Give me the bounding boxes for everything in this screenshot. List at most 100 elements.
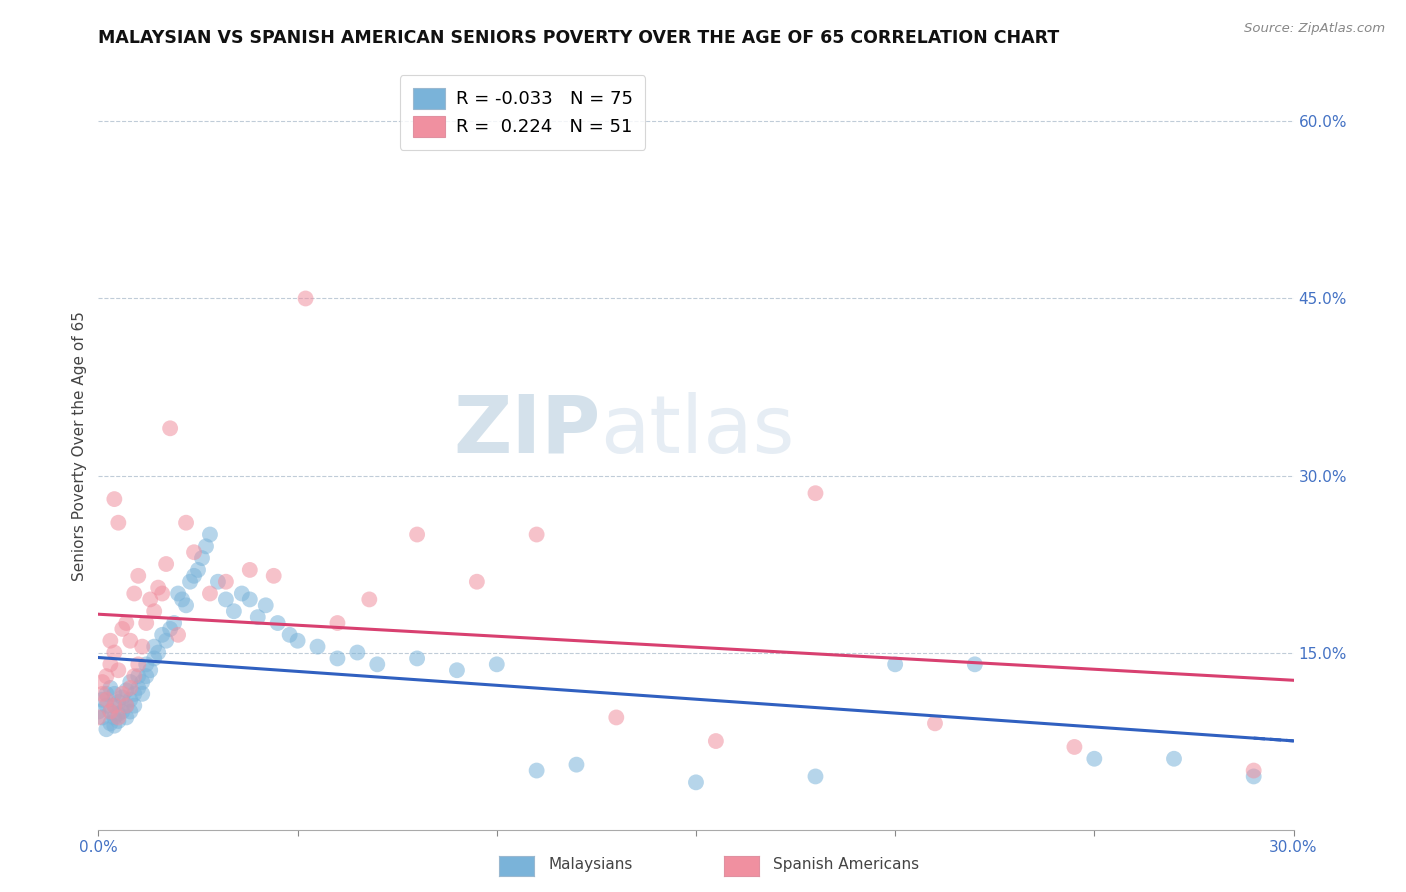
Point [366,657,388,672]
Text: Source: ZipAtlas.com: Source: ZipAtlas.com [1244,22,1385,36]
Point [135,615,157,630]
Point [287,633,309,648]
Point [685,775,707,789]
Point [103,698,125,713]
Point [91,710,114,724]
Point [1243,764,1265,778]
Point [526,527,548,541]
Point [215,574,238,589]
Point [115,710,138,724]
Point [103,719,125,733]
Point [326,651,349,665]
Point [124,698,146,713]
Point [107,695,129,709]
Point [139,592,162,607]
Point [198,527,221,541]
Point [98,716,122,731]
Point [131,640,153,654]
Point [155,633,177,648]
Point [115,698,138,713]
Point [159,622,181,636]
Point [103,710,125,724]
Point [198,586,221,600]
Point [120,705,142,719]
Point [143,640,166,654]
Point [107,516,129,530]
Point [155,557,177,571]
Point [127,569,149,583]
Point [143,604,166,618]
Point [103,687,125,701]
Point [115,698,138,713]
Point [115,683,138,698]
Point [135,657,157,672]
Point [963,657,986,672]
Point [884,657,907,672]
Point [294,292,316,306]
Point [804,486,827,500]
Point [174,599,197,613]
Point [131,687,153,701]
Point [124,586,146,600]
Point [263,569,285,583]
Point [406,527,429,541]
Point [326,615,349,630]
Point [98,705,122,719]
Point [191,551,214,566]
Point [103,492,125,507]
Point [120,692,142,706]
Text: atlas: atlas [600,392,794,470]
Point [195,539,218,553]
Point [167,628,190,642]
Point [406,651,429,665]
Point [107,706,129,721]
Point [150,628,173,642]
Point [278,628,301,642]
Point [359,592,381,607]
Point [107,663,129,677]
Point [179,574,201,589]
Point [565,757,588,772]
Point [111,687,134,701]
Text: Spanish Americans: Spanish Americans [773,857,920,872]
Point [1243,769,1265,783]
Point [120,675,142,690]
Point [239,563,262,577]
Point [1063,739,1085,754]
Point [148,646,170,660]
Point [159,421,181,435]
Point [107,710,129,724]
Point [183,545,205,559]
Point [231,586,253,600]
Point [96,692,118,706]
Point [96,687,118,701]
Point [131,675,153,690]
Point [127,657,149,672]
Point [135,669,157,683]
Y-axis label: Seniors Poverty Over the Age of 65: Seniors Poverty Over the Age of 65 [72,311,87,581]
Point [127,681,149,695]
Point [98,657,122,672]
Point [111,690,134,705]
Point [215,592,238,607]
Point [526,764,548,778]
Point [115,615,138,630]
Point [143,651,166,665]
Point [87,705,110,719]
Point [107,714,129,728]
Point [307,640,329,654]
Legend: R = -0.033   N = 75, R =  0.224   N = 51: R = -0.033 N = 75, R = 0.224 N = 51 [399,75,645,150]
Point [111,622,134,636]
Point [111,705,134,719]
Point [91,687,114,701]
Point [1083,752,1105,766]
Point [127,669,149,683]
Point [103,698,125,713]
Text: ZIP: ZIP [453,392,600,470]
Point [239,592,262,607]
Text: Malaysians: Malaysians [548,857,633,872]
Point [96,669,118,683]
Point [91,675,114,690]
Point [163,615,186,630]
Point [187,563,209,577]
